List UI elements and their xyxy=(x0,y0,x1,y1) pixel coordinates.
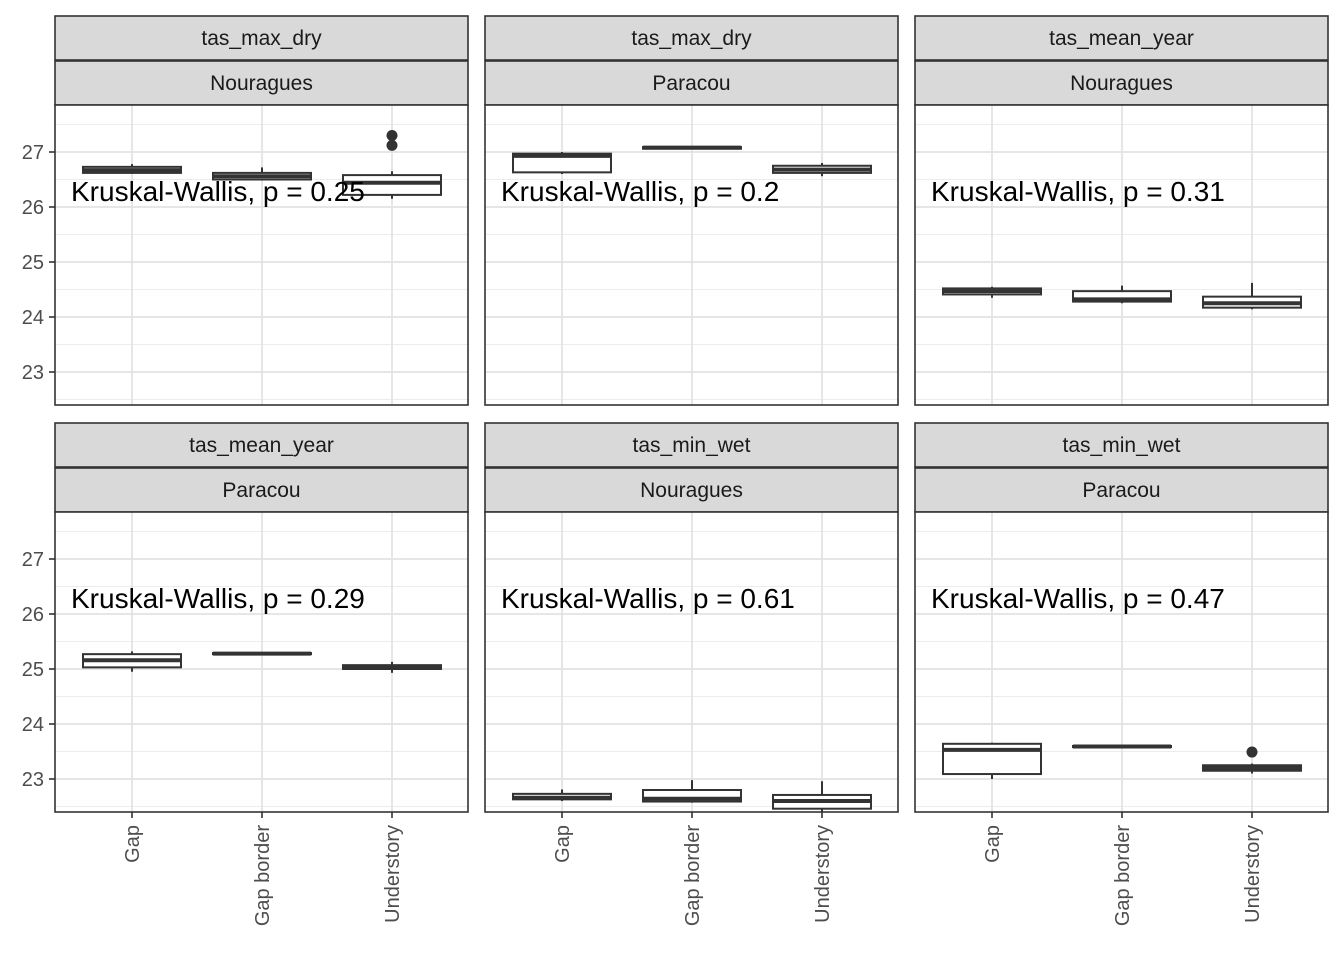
outlier-point xyxy=(386,139,398,151)
strip-variable-label: tas_mean_year xyxy=(189,434,334,457)
box-gap xyxy=(942,742,1042,779)
kruskal-wallis-annotation: Kruskal-Wallis, p = 0.29 xyxy=(71,583,365,614)
x-axis-tick-label: Gap border xyxy=(252,825,274,927)
strip-site-label: Nouragues xyxy=(210,72,313,95)
strip-site-bg xyxy=(484,60,899,106)
y-axis-tick-label: 23 xyxy=(22,769,44,791)
box-understory xyxy=(1202,282,1302,310)
box-understory xyxy=(342,661,442,673)
box-gap xyxy=(512,152,612,174)
x-axis-tick-label: Understory xyxy=(1242,825,1264,923)
plot-contents xyxy=(485,105,898,405)
kruskal-wallis-annotation: Kruskal-Wallis, p = 0.2 xyxy=(501,176,779,207)
y-axis-tick-label: 26 xyxy=(22,604,44,626)
y-axis-tick-label: 23 xyxy=(22,362,44,384)
y-axis-tick-label: 27 xyxy=(22,549,44,571)
strip-site-label: Paracou xyxy=(1082,479,1160,502)
box-gap-border xyxy=(642,780,742,803)
box-gap-border xyxy=(212,651,312,656)
y-axis-tick-label: 27 xyxy=(22,142,44,164)
strip-variable-label: tas_max_dry xyxy=(631,27,752,50)
strip-variable-label: tas_min_wet xyxy=(633,434,751,457)
y-axis-tick-label: 24 xyxy=(22,714,44,736)
outlier-point xyxy=(1246,746,1258,758)
box-gap xyxy=(942,286,1042,298)
facet-panel: tas_min_wet Nouragues Kruskal-Wallis, p = … xyxy=(484,422,899,927)
box-understory xyxy=(342,130,442,199)
box-understory xyxy=(772,781,872,812)
plot-contents xyxy=(915,512,1328,812)
box-understory xyxy=(1202,746,1302,774)
strip-variable-bg xyxy=(484,422,899,468)
box-gap xyxy=(512,789,612,801)
panel-border xyxy=(484,104,899,406)
facet-panel: tas_mean_year Paracou Kruskal-Wallis, p = … xyxy=(22,422,469,927)
strip-site-label: Nouragues xyxy=(1070,72,1173,95)
strip-site-bg xyxy=(914,60,1329,106)
strip-variable-bg xyxy=(54,15,469,61)
panel-border xyxy=(54,104,469,406)
strip-variable-bg xyxy=(54,422,469,468)
x-axis-tick-label: Understory xyxy=(812,825,834,923)
box-gap xyxy=(82,651,182,672)
strip-site-bg xyxy=(54,60,469,106)
plot-contents xyxy=(485,512,898,812)
strip-variable-bg xyxy=(484,15,899,61)
box-gap-border xyxy=(642,145,742,150)
kruskal-wallis-annotation: Kruskal-Wallis, p = 0.25 xyxy=(71,176,365,207)
strip-variable-label: tas_max_dry xyxy=(201,27,322,50)
x-axis-tick-label: Gap border xyxy=(682,825,704,927)
box-iqr xyxy=(642,789,742,803)
y-axis-tick-label: 26 xyxy=(22,197,44,219)
panel-border xyxy=(914,104,1329,406)
plot-contents xyxy=(55,105,468,405)
x-axis-tick-label: Gap xyxy=(552,825,574,863)
box-gap xyxy=(82,164,182,174)
x-axis-tick-label: Understory xyxy=(382,825,404,923)
facet-panel: tas_mean_year Nouragues Kruskal-Wallis, p … xyxy=(914,15,1329,406)
facet-panel: tas_max_dry Paracou Kruskal-Wallis, p = 0.… xyxy=(484,15,899,406)
box-gap-border xyxy=(1072,744,1172,749)
kruskal-wallis-annotation: Kruskal-Wallis, p = 0.47 xyxy=(931,583,1225,614)
plot-contents xyxy=(55,512,468,812)
plot-contents xyxy=(915,105,1328,405)
box-iqr xyxy=(1072,290,1172,303)
x-axis-tick-label: Gap xyxy=(982,825,1004,863)
strip-variable-bg xyxy=(914,15,1329,61)
strip-variable-label: tas_min_wet xyxy=(1063,434,1181,457)
y-axis-tick-label: 25 xyxy=(22,252,44,274)
kruskal-wallis-annotation: Kruskal-Wallis, p = 0.61 xyxy=(501,583,795,614)
strip-site-label: Paracou xyxy=(222,479,300,502)
x-axis-tick-label: Gap border xyxy=(1112,825,1134,927)
facet-panel: tas_max_dry Nouragues Kruskal-Wallis, p = … xyxy=(22,15,469,406)
box-gap-border xyxy=(1072,285,1172,304)
x-axis-tick-label: Gap xyxy=(122,825,144,863)
y-axis-tick-label: 24 xyxy=(22,307,44,329)
box-iqr xyxy=(512,152,612,174)
strip-variable-label: tas_mean_year xyxy=(1049,27,1194,50)
facet-panel: tas_min_wet Paracou Kruskal-Wallis, p = 0.… xyxy=(914,422,1329,927)
strip-site-label: Paracou xyxy=(652,72,730,95)
strip-site-bg xyxy=(914,467,1329,513)
strip-site-label: Nouragues xyxy=(640,479,743,502)
outlier-point xyxy=(386,130,398,141)
strip-variable-bg xyxy=(914,422,1329,468)
y-axis-tick-label: 25 xyxy=(22,659,44,681)
box-understory xyxy=(772,163,872,177)
box-gap-border xyxy=(212,167,312,181)
kruskal-wallis-annotation: Kruskal-Wallis, p = 0.31 xyxy=(931,176,1225,207)
box-iqr xyxy=(342,174,442,196)
